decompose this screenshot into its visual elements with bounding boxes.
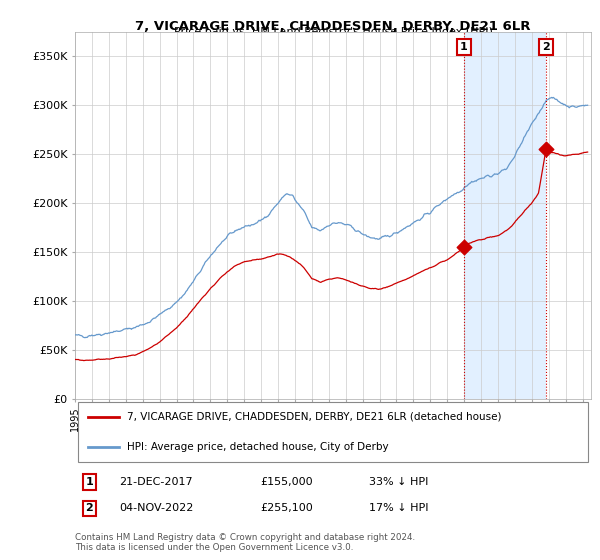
Point [541,144,551,153]
Text: HPI: Average price, detached house, City of Derby: HPI: Average price, detached house, City… [127,441,388,451]
Text: 17% ↓ HPI: 17% ↓ HPI [369,503,428,514]
Text: 1: 1 [86,477,94,487]
Text: 21-DEC-2017: 21-DEC-2017 [119,477,193,487]
Text: 7, VICARAGE DRIVE, CHADDESDEN, DERBY, DE21 6LR (detached house): 7, VICARAGE DRIVE, CHADDESDEN, DERBY, DE… [127,412,501,422]
Text: Price paid vs. HM Land Registry's House Price Index (HPI): Price paid vs. HM Land Registry's House … [173,27,493,36]
Text: 33% ↓ HPI: 33% ↓ HPI [369,477,428,487]
Text: 2: 2 [542,42,550,52]
Text: £255,100: £255,100 [261,503,314,514]
Point [459,242,469,251]
FancyBboxPatch shape [77,402,589,461]
Text: 1: 1 [460,42,467,52]
Text: 04-NOV-2022: 04-NOV-2022 [119,503,193,514]
Text: 7, VICARAGE DRIVE, CHADDESDEN, DERBY, DE21 6LR: 7, VICARAGE DRIVE, CHADDESDEN, DERBY, DE… [135,20,531,33]
Text: 2: 2 [86,503,94,514]
Bar [464,32,546,399]
Text: £155,000: £155,000 [261,477,313,487]
Text: Contains HM Land Registry data © Crown copyright and database right 2024.
This d: Contains HM Land Registry data © Crown c… [75,533,415,552]
